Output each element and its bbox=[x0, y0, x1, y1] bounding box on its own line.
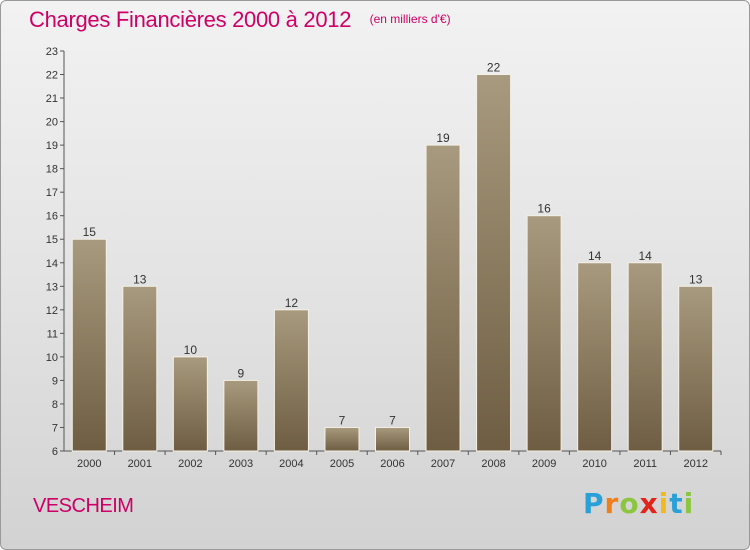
bar bbox=[627, 262, 663, 452]
logo-letter: i bbox=[658, 487, 670, 520]
x-tick-label: 2010 bbox=[582, 458, 606, 470]
bar bbox=[122, 285, 158, 452]
logo-letter: x bbox=[639, 487, 659, 520]
x-tick-label: 2011 bbox=[633, 458, 657, 470]
x-tick-label: 2002 bbox=[178, 458, 202, 470]
bar bbox=[223, 379, 259, 452]
bars bbox=[71, 74, 714, 452]
y-tick-label: 19 bbox=[46, 140, 58, 152]
bar-value-label: 13 bbox=[689, 272, 703, 286]
x-tick-label: 2007 bbox=[431, 458, 455, 470]
proxiti-logo[interactable]: Proxiti bbox=[583, 487, 694, 520]
bar-value-label: 22 bbox=[487, 61, 501, 75]
y-tick-label: 13 bbox=[46, 281, 58, 293]
y-tick-label: 15 bbox=[46, 234, 58, 246]
bar bbox=[273, 309, 309, 452]
y-tick-label: 6 bbox=[52, 446, 58, 458]
x-tick-label: 2003 bbox=[229, 458, 253, 470]
x-tick-label: 2008 bbox=[481, 458, 505, 470]
bar bbox=[172, 356, 208, 452]
title-row: Charges Financières 2000 à 2012 (en mill… bbox=[29, 7, 451, 33]
bar bbox=[71, 238, 107, 452]
x-tick-label: 2005 bbox=[330, 458, 354, 470]
bar-value-label: 12 bbox=[285, 296, 299, 310]
x-tick-label: 2006 bbox=[380, 458, 404, 470]
y-tick-label: 14 bbox=[46, 258, 58, 270]
bar-value-label: 14 bbox=[588, 249, 602, 263]
bar-value-label: 14 bbox=[639, 249, 653, 263]
y-tick-label: 21 bbox=[46, 93, 58, 105]
y-tick-label: 9 bbox=[52, 375, 58, 387]
chart-title: Charges Financières 2000 à 2012 bbox=[29, 7, 352, 32]
bar bbox=[375, 426, 410, 452]
bar-value-label: 9 bbox=[238, 366, 245, 380]
bar-value-label: 13 bbox=[133, 272, 147, 286]
bar bbox=[324, 426, 360, 452]
data-labels: 15 13 10 9 12 7 7 19 22 16 14 14 13 bbox=[83, 61, 703, 428]
y-tick-label: 18 bbox=[46, 164, 58, 176]
x-tick-label: 2001 bbox=[128, 458, 152, 470]
bar-value-label: 7 bbox=[339, 413, 346, 427]
logo-letter: o bbox=[619, 487, 640, 520]
logo-letter: i bbox=[683, 487, 695, 520]
bar bbox=[425, 144, 461, 452]
x-tick-label: 2004 bbox=[279, 458, 303, 470]
y-tick-label: 16 bbox=[46, 211, 58, 223]
logo-letter: r bbox=[604, 487, 620, 520]
logo-letter: t bbox=[669, 487, 684, 520]
bar-value-label: 16 bbox=[537, 202, 551, 216]
y-tick-label: 7 bbox=[52, 422, 58, 434]
x-tick-label: 2012 bbox=[683, 458, 707, 470]
y-tick-label: 8 bbox=[52, 399, 58, 411]
bar-value-label: 10 bbox=[184, 343, 198, 357]
y-tick-label: 12 bbox=[46, 305, 58, 317]
x-tick-label: 2009 bbox=[532, 458, 556, 470]
bar-value-label: 7 bbox=[389, 413, 396, 427]
axes: 6 7 8 9 10 11 12 13 14 15 16 17 18 19 20 21 22 23 2000 2001… bbox=[46, 46, 722, 470]
bar bbox=[476, 74, 512, 452]
y-tick-label: 23 bbox=[46, 46, 58, 58]
bar bbox=[526, 215, 562, 452]
town-name: VESCHEIM bbox=[33, 495, 134, 517]
y-tick-label: 20 bbox=[46, 117, 58, 129]
logo-letter: P bbox=[583, 487, 605, 520]
y-tick-label: 11 bbox=[47, 328, 58, 340]
y-tick-label: 22 bbox=[46, 70, 58, 82]
bar bbox=[678, 285, 714, 452]
bar-value-label: 19 bbox=[436, 131, 450, 145]
bar-value-label: 15 bbox=[83, 225, 97, 239]
y-tick-label: 17 bbox=[46, 187, 58, 199]
x-tick-label: 2000 bbox=[77, 458, 101, 470]
bar bbox=[577, 262, 613, 452]
chart-unit: (en milliers d'€) bbox=[369, 12, 451, 26]
y-tick-label: 10 bbox=[46, 352, 58, 364]
